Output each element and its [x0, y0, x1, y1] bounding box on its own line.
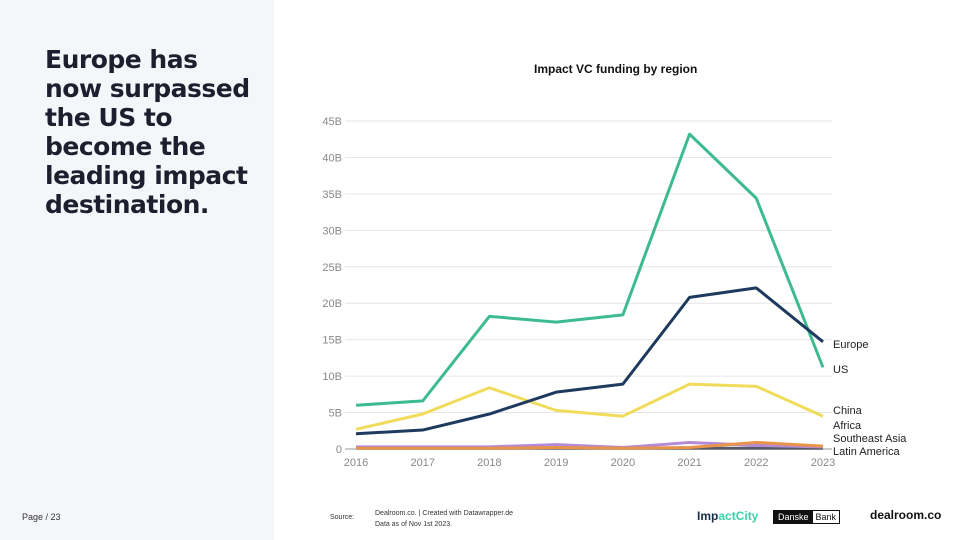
- y-tick-label: 10B: [322, 371, 342, 383]
- source-label: Source:: [330, 514, 355, 521]
- x-tick-label: 2016: [344, 457, 368, 469]
- series-line-china: [355, 382, 824, 431]
- series-label: Latin America: [833, 446, 901, 458]
- y-tick-label: 0: [336, 444, 342, 456]
- x-tick-label: 2022: [744, 457, 768, 469]
- series-label: Europe: [833, 339, 868, 351]
- danske-bank-logo: Danske Bank: [773, 510, 841, 524]
- y-tick-label: 25B: [322, 262, 342, 274]
- x-tick-label: 2023: [811, 457, 835, 469]
- series-line-africa: [356, 440, 824, 450]
- source-text: Dealroom.co. | Created with Datawrapper.…: [375, 508, 513, 530]
- logo-part: actCity: [718, 509, 759, 523]
- y-tick-label: 30B: [322, 225, 342, 237]
- impactcity-logo: ImpactCity: [697, 509, 758, 523]
- series-line-europe: [355, 286, 824, 436]
- y-tick-label: 40B: [322, 152, 342, 164]
- logo-part: Bank: [812, 511, 840, 523]
- y-tick-label: 20B: [322, 298, 342, 310]
- series-label: US: [833, 364, 848, 376]
- x-tick-label: 2018: [477, 457, 501, 469]
- series-label: China: [833, 405, 863, 417]
- source-line: Dealroom.co. | Created with Datawrapper.…: [375, 510, 513, 517]
- x-tick-label: 2019: [544, 457, 568, 469]
- x-tick-label: 2020: [611, 457, 635, 469]
- headline: Europe has now surpassed the US to becom…: [45, 45, 250, 219]
- left-panel: [0, 0, 274, 540]
- y-tick-label: 35B: [322, 189, 342, 201]
- logo-part: Imp: [697, 509, 719, 523]
- x-tick-label: 2021: [677, 457, 701, 469]
- y-tick-label: 15B: [322, 335, 342, 347]
- series-label: Africa: [833, 420, 862, 432]
- y-tick-label: 45B: [322, 116, 342, 128]
- series-line-us: [355, 132, 825, 407]
- dealroom-logo: dealroom.co: [870, 508, 942, 522]
- series-label: Southeast Asia: [833, 433, 907, 445]
- y-tick-label: 5B: [329, 408, 342, 420]
- x-tick-label: 2017: [410, 457, 434, 469]
- chart-title: Impact VC funding by region: [534, 62, 698, 76]
- source-date: Data as of Nov 1st 2023.: [375, 521, 453, 528]
- logo-part: Danske: [774, 511, 813, 523]
- page-number: Page / 23: [22, 512, 61, 522]
